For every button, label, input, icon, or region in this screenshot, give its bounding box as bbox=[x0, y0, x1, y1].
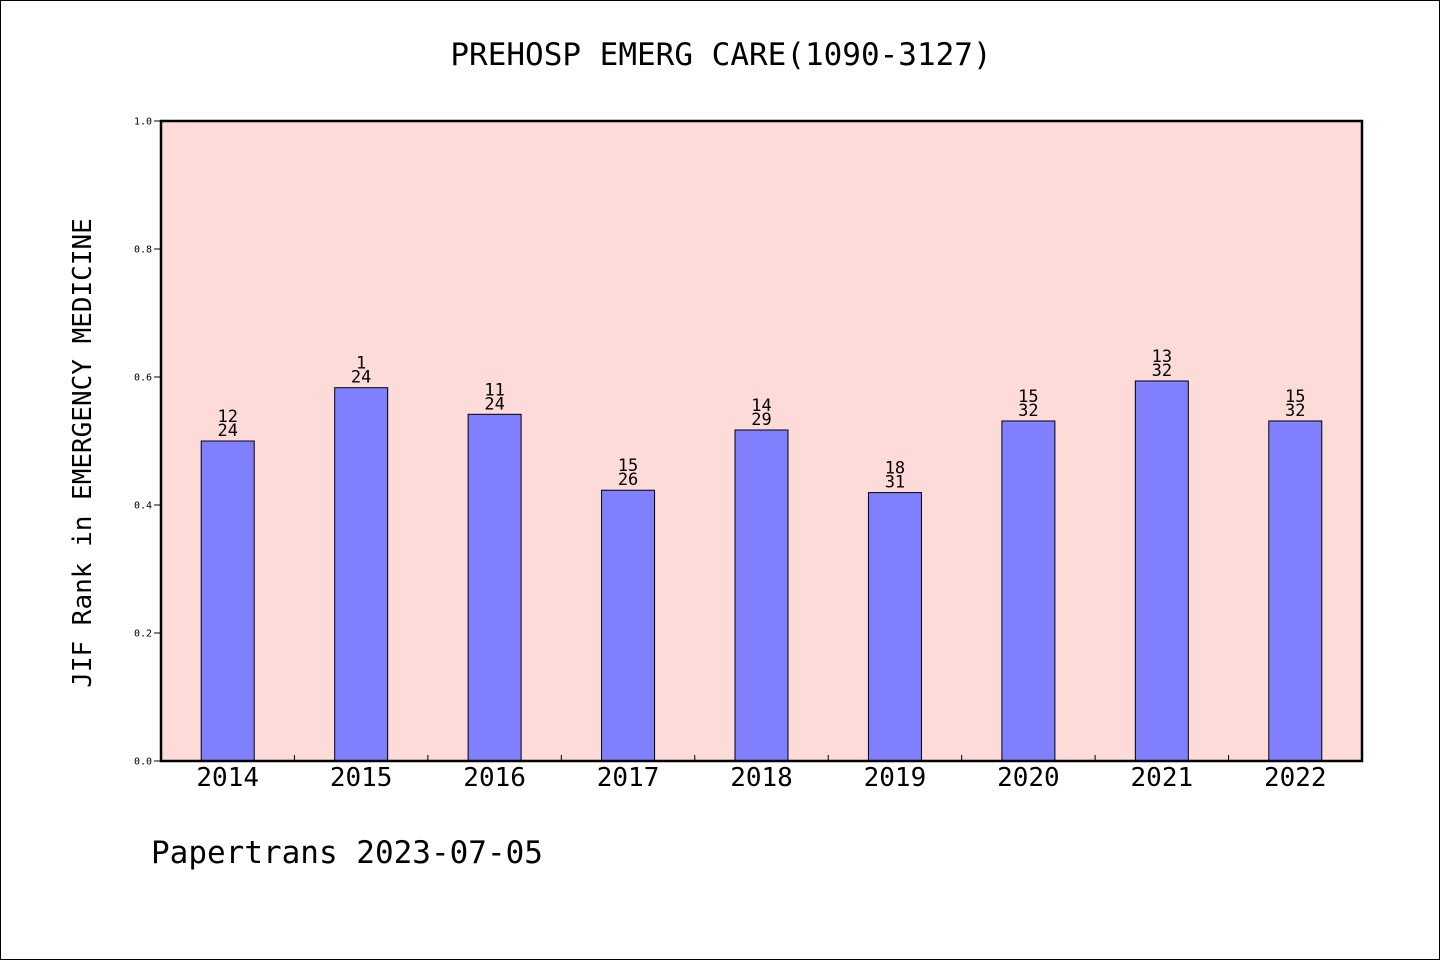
y-tick-label: 0.4 bbox=[134, 501, 152, 512]
bar bbox=[734, 429, 789, 762]
x-tick-label: 2021 bbox=[1131, 763, 1194, 793]
bar-total-label: 24 bbox=[484, 394, 504, 414]
bar-rank-label: 15 bbox=[1018, 387, 1038, 407]
bar-total-label: 24 bbox=[351, 368, 371, 388]
plot-border bbox=[159, 119, 1364, 763]
x-tick-label: 2018 bbox=[730, 763, 793, 793]
bar-total-label: 29 bbox=[751, 410, 771, 430]
bar-total-label: 32 bbox=[1285, 401, 1305, 421]
chart-title: PREHOSP EMERG CARE(1090-3127) bbox=[450, 37, 992, 73]
bar-rank-label: 13 bbox=[1152, 347, 1172, 367]
bar-rank-label: 14 bbox=[751, 396, 771, 416]
x-tick-label: 2017 bbox=[597, 763, 660, 793]
bar-total-label: 26 bbox=[618, 470, 638, 490]
footer-credit: Papertrans 2023-07-05 bbox=[151, 835, 543, 871]
bar-rank-label: 12 bbox=[217, 407, 237, 427]
bar-rank-label: 15 bbox=[1285, 387, 1305, 407]
bar bbox=[1001, 420, 1056, 762]
bar-rank-label: 15 bbox=[618, 456, 638, 476]
bar bbox=[867, 492, 922, 762]
y-tick-label: 0.0 bbox=[134, 757, 152, 768]
y-axis-label: JIF Rank in EMERGENCY MEDICINE bbox=[68, 218, 98, 688]
bar bbox=[467, 413, 522, 762]
y-tick-label: 0.2 bbox=[134, 629, 152, 640]
bar bbox=[601, 489, 656, 762]
x-tick-label: 2014 bbox=[196, 763, 259, 793]
bar-total-label: 32 bbox=[1152, 361, 1172, 381]
x-tick-label: 2022 bbox=[1264, 763, 1327, 793]
bar-rank-label: 1 bbox=[356, 354, 366, 374]
x-tick-label: 2020 bbox=[997, 763, 1060, 793]
y-tick-label: 0.6 bbox=[134, 373, 152, 384]
bar bbox=[1268, 420, 1323, 762]
y-tick-label: 1.0 bbox=[134, 117, 152, 128]
bar bbox=[334, 387, 389, 762]
bar-total-label: 32 bbox=[1018, 401, 1038, 421]
y-tick-label: 0.8 bbox=[134, 245, 152, 256]
x-tick-label: 2019 bbox=[864, 763, 927, 793]
bar bbox=[1134, 380, 1189, 762]
bar-total-label: 24 bbox=[217, 421, 237, 441]
x-tick-label: 2015 bbox=[330, 763, 393, 793]
bar-rank-label: 11 bbox=[484, 380, 504, 400]
bar-rank-label: 18 bbox=[885, 459, 905, 479]
bar bbox=[200, 440, 255, 762]
bar-total-label: 31 bbox=[885, 473, 905, 493]
x-tick-label: 2016 bbox=[463, 763, 526, 793]
